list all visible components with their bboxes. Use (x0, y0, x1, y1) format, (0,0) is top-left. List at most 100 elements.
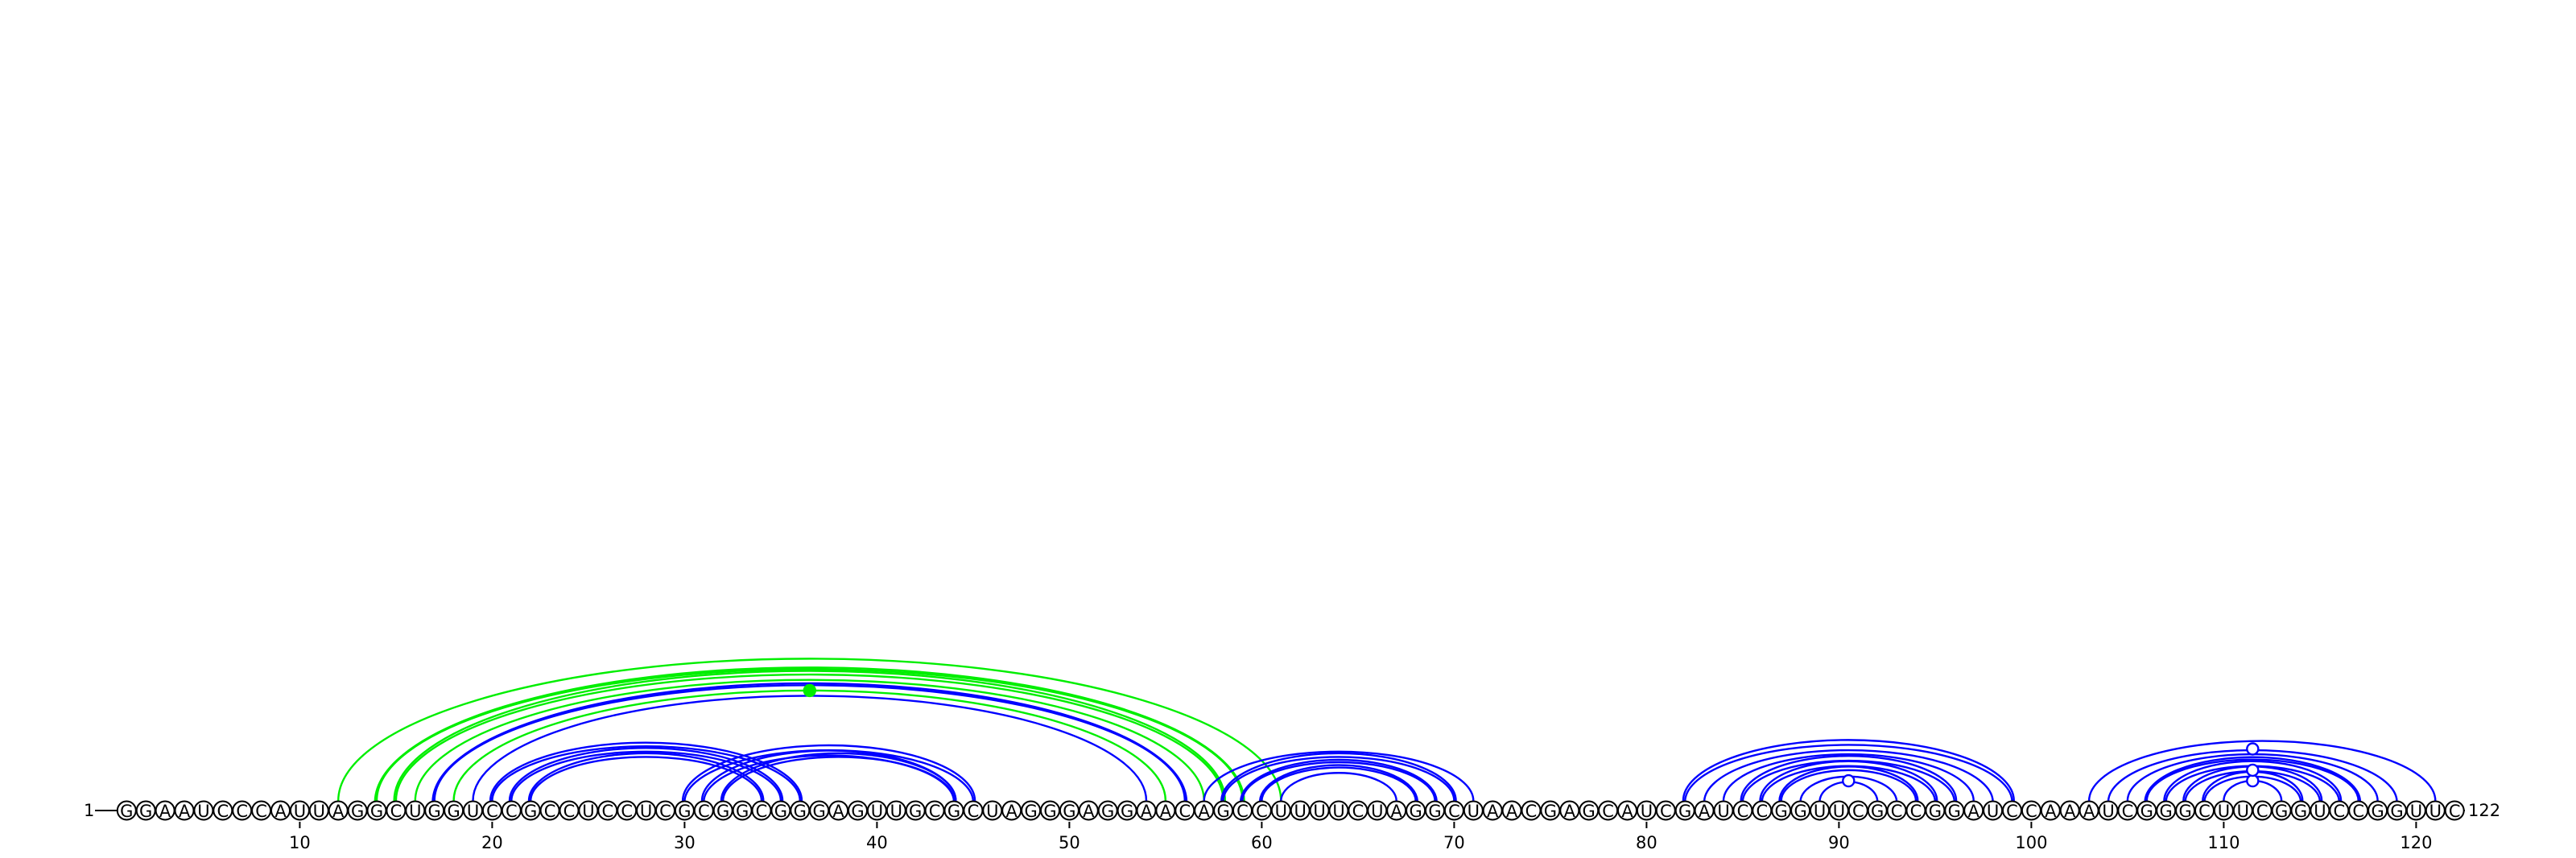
nucleotide-letter-31: C (698, 802, 710, 821)
nucleotide-letter-103: A (2083, 802, 2095, 821)
nucleotide-sequence: GGAAUCCCAUUAGGCUGGUCCGCCUCCUCGCGGCGGGAGU… (118, 802, 2464, 822)
nucleotide-letter-9: A (275, 802, 287, 821)
nucleotide-letter-81: C (1660, 802, 1672, 821)
nucleotide-letter-62: U (1294, 802, 1307, 821)
nucleotide-letter-72: A (1487, 802, 1499, 821)
nucleotide-letter-97: A (1968, 802, 1980, 821)
nucleotide-letter-85: C (1737, 802, 1749, 821)
nucleotide-letter-21: C (506, 802, 518, 821)
base-pair-arc-20-36 (492, 746, 799, 801)
nucleotide-letter-55: A (1160, 802, 1172, 821)
nucleotide-letter-65: C (1352, 802, 1364, 821)
nucleotide-letter-71: U (1468, 802, 1480, 821)
nucleotide-letter-2: G (139, 802, 152, 821)
nucleotide-letter-57: A (1199, 802, 1211, 821)
nucleotide-letter-34: C (756, 802, 768, 821)
nucleotide-letter-107: G (2160, 802, 2173, 821)
nucleotide-letter-13: G (351, 802, 364, 821)
nucleotide-letter-88: G (1794, 802, 1806, 821)
nucleotide-letter-109: C (2198, 802, 2211, 821)
arc-marker-2 (2247, 775, 2258, 786)
nucleotide-letter-38: A (832, 802, 844, 821)
nucleotide-letter-5: U (197, 802, 209, 821)
nucleotide-letter-22: G (524, 802, 537, 821)
nucleotide-letter-20: C (486, 802, 498, 821)
nucleotide-letter-87: G (1775, 802, 1788, 821)
arcs-layer (338, 658, 2435, 801)
nucleotide-letter-52: G (1101, 802, 1114, 821)
nucleotide-letter-37: G (813, 802, 826, 821)
nucleotide-letter-51: A (1083, 802, 1095, 821)
nucleotide-letter-3: A (159, 802, 171, 821)
arc-marker-3 (2247, 765, 2258, 776)
nucleotide-letter-40: U (871, 802, 883, 821)
nucleotide-letter-66: U (1371, 802, 1383, 821)
nucleotide-letter-86: C (1756, 802, 1768, 821)
nucleotide-letter-116: C (2333, 802, 2345, 821)
nucleotide-letter-46: U (986, 802, 998, 821)
nucleotide-letter-95: G (1929, 802, 1942, 821)
nucleotide-letter-6: C (217, 802, 229, 821)
arc-marker-4 (2247, 744, 2258, 755)
nucleotide-letter-68: G (1409, 802, 1422, 821)
nucleotide-letter-45: C (968, 802, 980, 821)
nucleotide-letter-69: G (1428, 802, 1441, 821)
nucleotide-letter-36: G (794, 802, 807, 821)
nucleotide-letter-41: U (890, 802, 902, 821)
nucleotide-letter-76: A (1564, 802, 1576, 821)
nucleotide-letter-19: U (467, 802, 479, 821)
nucleotide-letter-102: A (2064, 802, 2076, 821)
nucleotide-letter-67: A (1391, 802, 1403, 821)
nucleotide-letter-119: G (2390, 802, 2403, 821)
nucleotide-letter-90: U (1833, 802, 1845, 821)
nucleotide-letter-18: G (447, 802, 460, 821)
nucleotide-letter-8: C (255, 802, 267, 821)
nucleotide-letter-32: G (716, 802, 729, 821)
nucleotide-letter-101: A (2045, 802, 2057, 821)
nucleotide-letter-59: C (1236, 802, 1249, 821)
nucleotide-letter-63: U (1313, 802, 1325, 821)
tick-label-30: 30 (674, 833, 696, 852)
nucleotide-letter-122: C (2449, 802, 2461, 821)
nucleotide-letter-49: G (1043, 802, 1056, 821)
nucleotide-letter-106: G (2140, 802, 2153, 821)
nucleotide-letter-60: C (1256, 802, 1268, 821)
tick-label-120: 120 (2400, 833, 2432, 852)
nucleotide-letter-117: C (2352, 802, 2364, 821)
nucleotide-letter-99: C (2006, 802, 2018, 821)
nucleotide-letter-73: A (1506, 802, 1518, 821)
nucleotide-letter-26: C (601, 802, 613, 821)
nucleotide-letter-16: U (409, 802, 421, 821)
nucleotide-letter-28: U (640, 802, 652, 821)
nucleotide-letter-89: U (1814, 802, 1826, 821)
nucleotide-letter-74: C (1525, 802, 1538, 821)
nucleotide-letter-15: C (390, 802, 402, 821)
nucleotide-letter-78: C (1602, 802, 1614, 821)
tick-label-40: 40 (866, 833, 888, 852)
nucleotide-letter-56: C (1179, 802, 1191, 821)
nucleotide-letter-113: G (2275, 802, 2288, 821)
nucleotide-letter-94: C (1910, 802, 1922, 821)
base-pair-arc-61-67 (1281, 773, 1396, 801)
nucleotide-letter-84: U (1717, 802, 1729, 821)
nucleotide-letter-118: G (2371, 802, 2384, 821)
nucleotide-letter-54: A (1141, 802, 1153, 821)
nucleotide-letter-92: G (1871, 802, 1884, 821)
nucleotide-letter-100: C (2025, 802, 2037, 821)
nucleotide-letter-14: G (370, 802, 383, 821)
nucleotide-letter-77: G (1583, 802, 1596, 821)
nucleotide-letter-108: G (2178, 802, 2191, 821)
nucleotide-letter-33: G (736, 802, 749, 821)
nucleotide-letter-120: U (2410, 802, 2422, 821)
nucleotide-letter-93: C (1891, 802, 1903, 821)
nucleotide-letter-17: G (428, 802, 441, 821)
nucleotide-letter-48: G (1024, 802, 1037, 821)
nucleotide-letter-79: A (1621, 802, 1633, 821)
end-position-label: 122 (2468, 801, 2500, 820)
nucleotide-letter-91: C (1852, 802, 1864, 821)
nucleotide-letter-64: U (1332, 802, 1344, 821)
tick-label-60: 60 (1251, 833, 1273, 852)
tick-label-20: 20 (481, 833, 503, 852)
nucleotide-letter-43: C (929, 802, 941, 821)
